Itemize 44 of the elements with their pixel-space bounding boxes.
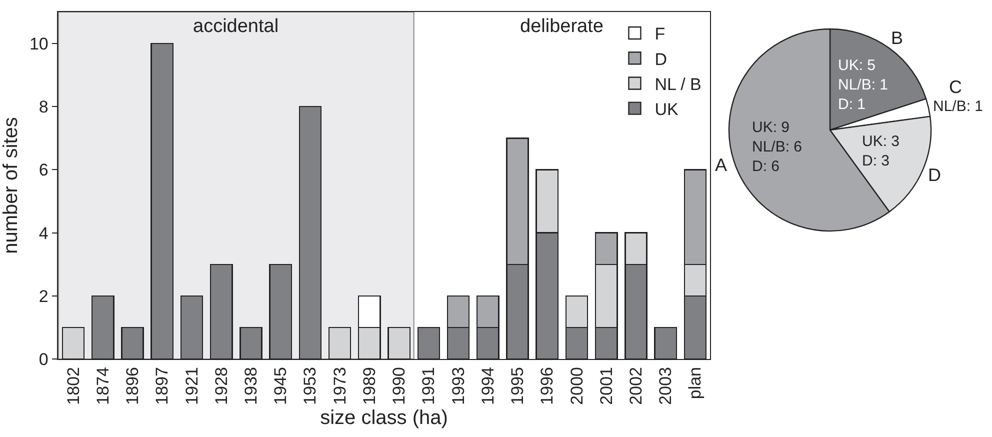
data-label: UK: 5 NL/B: 1 D: 1 [838,57,888,113]
x-tick-label: 1874 [93,367,112,405]
y-tick-label: 8 [38,98,48,117]
x-tick-label: 1990 [390,367,409,405]
legend-label: D [654,50,668,69]
legend-label: NL / B [654,74,702,94]
slice-label: C [949,77,962,97]
x-tick-label: 1802 [64,367,83,405]
x-tick-label: 1993 [448,367,468,405]
x-tick-label: 1953 [300,367,320,405]
slice-label: D [928,165,941,185]
x-tick-label: 2003 [656,367,676,405]
x-tick-label: 1991 [419,367,438,405]
x-tick-label: 2002 [626,367,646,405]
legend-label: F [654,24,666,44]
x-tick-label: 1945 [271,367,290,405]
y-tick-label: 10 [29,34,48,54]
x-tick-label: plan [686,367,705,400]
band-label: accidental [193,16,279,37]
x-tick-label: 2001 [596,367,616,405]
data-label: NL/B: 1 [933,98,984,115]
y-tick-label: 6 [38,160,48,180]
slice-label: A [715,155,728,175]
y-tick-label: 2 [38,286,48,306]
x-tick-label: 2000 [567,367,586,405]
x-tick-label: 1973 [330,367,350,405]
x-tick-label: 1896 [123,367,142,405]
legend-label: UK [654,100,680,119]
x-tick-label: 1897 [152,367,172,405]
x-tick-label: 1994 [478,367,498,405]
x-tick-label: 1995 [508,367,528,405]
annotation: deliberate [520,16,604,37]
x-tick-label: 1938 [242,367,261,405]
y-tick-label: 4 [38,224,48,243]
x-tick-label: 1996 [538,367,557,405]
data-label: UK: 3 D: 3 [862,133,900,170]
data-label: UK: 9 NL/B: 6 D: 6 [752,119,802,175]
x-tick-label: 1928 [212,367,231,405]
y-axis-title: number of sites [0,117,22,254]
y-tick-label: 0 [38,350,48,369]
x-tick-label: 1921 [182,367,202,405]
x-axis-title: size class (ha) [320,407,448,430]
slice-label: B [891,28,904,48]
x-tick-label: 1989 [360,367,379,405]
